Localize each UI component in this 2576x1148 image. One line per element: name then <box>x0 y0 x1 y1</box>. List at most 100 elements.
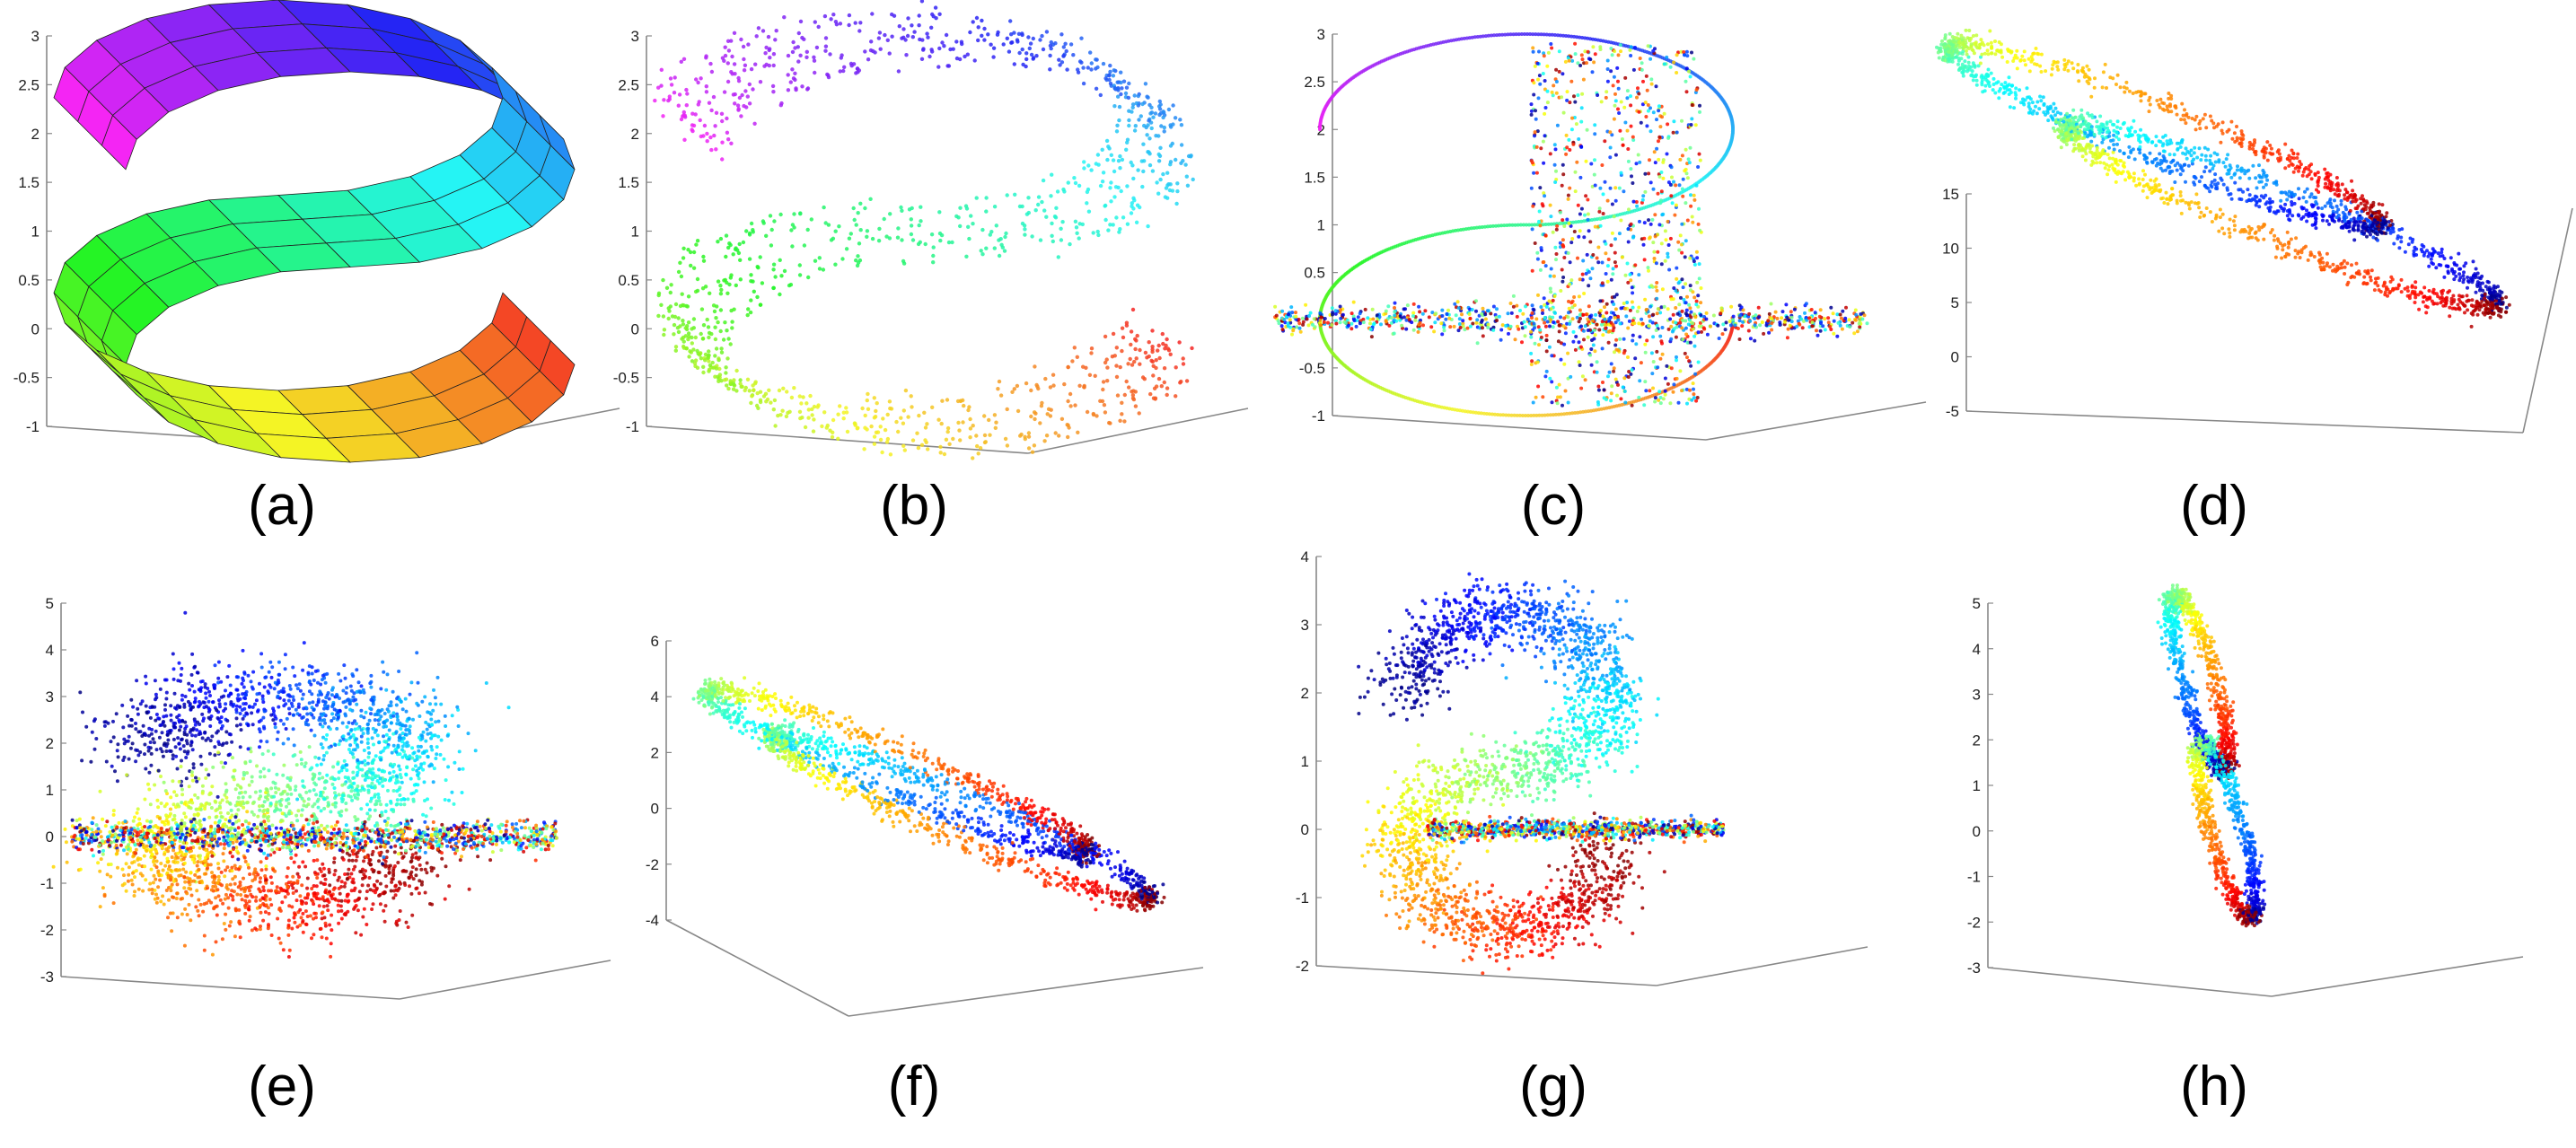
scatter-point <box>944 437 949 442</box>
scatter-point <box>676 329 681 335</box>
scatter-point <box>865 398 869 403</box>
scatter-point <box>844 410 849 415</box>
scatter-point <box>1455 300 1460 304</box>
scatter-point <box>1940 39 1944 43</box>
scatter-point <box>768 214 773 218</box>
scatter-point <box>1126 95 1131 101</box>
scatter-point <box>1648 319 1652 323</box>
scatter-point <box>1500 323 1505 328</box>
scatter-point <box>1290 332 1294 337</box>
scatter-point <box>1739 305 1744 310</box>
scatter-point <box>1008 19 1013 23</box>
scatter-point <box>698 353 702 357</box>
scatter-point <box>1579 219 1584 223</box>
scatter-point <box>2403 286 2407 291</box>
scatter-point <box>1986 42 1990 47</box>
scatter-point <box>1692 295 1697 300</box>
scatter-point <box>1611 83 1615 88</box>
z-tick-label: 3 <box>631 28 639 45</box>
scatter-point <box>1458 326 1463 329</box>
scatter-point <box>1651 48 1656 53</box>
scatter-point <box>1690 215 1694 219</box>
scatter-point <box>723 53 728 58</box>
scatter-point <box>1473 35 1477 39</box>
scatter-point <box>1582 61 1587 66</box>
scatter-point <box>1733 323 1737 328</box>
scatter-point <box>1064 48 1068 54</box>
scatter-point <box>2294 236 2299 241</box>
scatter-point <box>1048 43 1053 48</box>
scatter-point <box>2121 163 2125 168</box>
scatter-point <box>1571 142 1576 146</box>
scatter-point <box>2425 249 2429 253</box>
scatter-point <box>1508 32 1513 37</box>
scatter-point <box>979 249 983 253</box>
scatter-point <box>1719 309 1724 313</box>
scatter-point <box>1111 223 1115 227</box>
scatter-point <box>1669 297 1674 302</box>
scatter-point <box>992 413 998 417</box>
scatter-point <box>1079 36 1084 40</box>
scatter-point <box>1604 323 1608 328</box>
scatter-point <box>1553 245 1558 250</box>
scatter-point <box>747 101 752 106</box>
scatter-point <box>705 317 709 322</box>
scatter-point <box>2386 287 2390 292</box>
scatter-point <box>1338 320 1342 325</box>
scatter-point <box>733 247 738 251</box>
scatter-point <box>1640 317 1644 321</box>
scatter-point <box>1155 180 1159 185</box>
scatter-point <box>1165 346 1171 351</box>
scatter-point <box>1003 436 1008 442</box>
scatter-point <box>1546 222 1551 226</box>
scatter-point <box>872 416 877 420</box>
scatter-point <box>2356 271 2361 276</box>
scatter-point <box>1689 204 1693 208</box>
scatter-point <box>1719 311 1723 316</box>
scatter-point <box>1108 63 1112 68</box>
scatter-point <box>1423 309 1428 313</box>
scatter-point <box>975 443 980 449</box>
scatter-point <box>773 275 778 279</box>
scatter-point <box>1698 103 1701 108</box>
scatter-point <box>1655 349 1659 354</box>
scatter-point <box>1533 130 1537 135</box>
scatter-point <box>1468 324 1473 329</box>
scatter-point <box>2363 269 2368 274</box>
scatter-point <box>681 114 685 118</box>
scatter-point <box>1119 92 1123 97</box>
scatter-point <box>1536 77 1540 82</box>
scatter-point <box>763 51 768 56</box>
scatter-point <box>1680 389 1684 393</box>
scatter-point <box>1616 79 1620 83</box>
scatter-point <box>1770 321 1774 325</box>
scatter-point <box>1599 100 1604 104</box>
scatter-point <box>1549 290 1553 294</box>
scatter-point <box>690 341 694 346</box>
scatter-point <box>1027 46 1032 51</box>
scatter-point <box>1613 92 1617 96</box>
scatter-point <box>1554 91 1559 95</box>
scatter-point <box>811 429 816 434</box>
scatter-point <box>1577 320 1581 324</box>
scatter-point <box>1690 103 1694 107</box>
scatter-point <box>744 229 749 233</box>
scatter-point <box>1384 309 1388 313</box>
scatter-point <box>1587 409 1591 414</box>
scatter-point <box>1147 340 1151 345</box>
scatter-point <box>782 268 787 274</box>
scatter-point <box>1810 320 1815 325</box>
scatter-point <box>1675 376 1679 381</box>
scatter-point <box>1657 139 1660 144</box>
scatter-point <box>701 323 707 328</box>
scatter-point <box>725 61 730 66</box>
scatter-point <box>760 29 766 33</box>
scatter-point <box>1690 324 1694 329</box>
scatter-point <box>876 36 882 40</box>
scatter-point <box>1655 311 1659 316</box>
scatter-point <box>1605 90 1609 94</box>
scatter-point <box>967 236 971 241</box>
scatter-point <box>1573 52 1578 57</box>
scatter-point <box>1681 194 1685 198</box>
scatter-point <box>798 416 803 421</box>
